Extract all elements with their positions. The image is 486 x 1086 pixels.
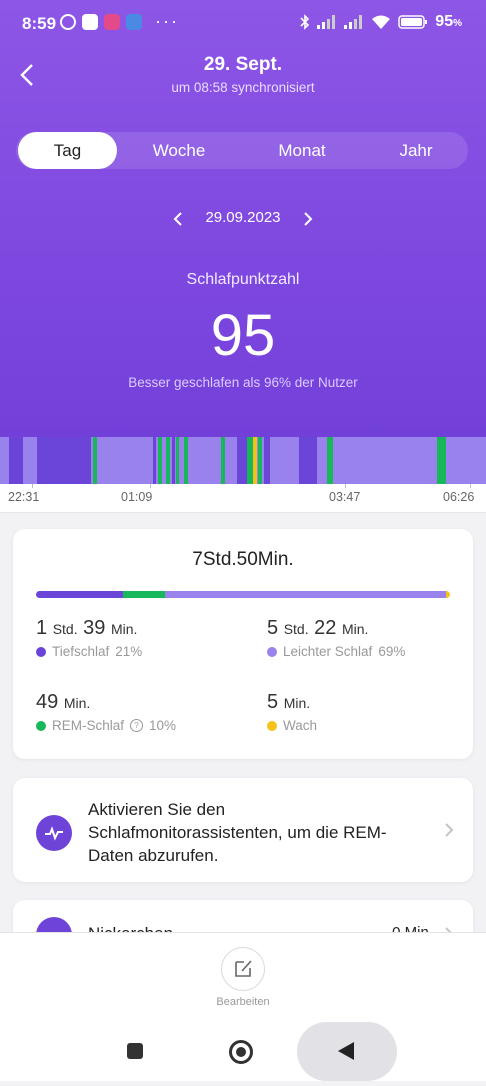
awake-stat: 5 Min. Wach	[267, 691, 318, 733]
edit-button[interactable]	[221, 947, 265, 991]
notification-icons	[60, 14, 142, 30]
sleep-assistant-card[interactable]: Aktivieren Sie den Schlafmonitorassisten…	[13, 778, 473, 882]
timeline-time-labels: 22:31 01:09 03:47 06:26	[0, 484, 486, 513]
awake-dot	[267, 720, 277, 731]
current-date: 29.09.2023	[205, 209, 281, 226]
calendar-icon	[126, 14, 142, 30]
timeline-label: 01:09	[121, 490, 153, 504]
next-day-icon[interactable]	[300, 210, 316, 228]
more-notifications-icon: ···	[155, 11, 179, 31]
recent-apps-button[interactable]	[127, 1043, 143, 1059]
status-time: 8:59	[22, 14, 57, 33]
light-sleep-stat: 5 Std. 22 Min. Leichter Schlaf 69%	[267, 617, 406, 659]
timeline-tick	[32, 484, 33, 488]
period-tabs: Tag Woche Monat Jahr	[16, 132, 468, 169]
status-right: 95%	[300, 13, 462, 31]
home-button[interactable]	[229, 1040, 253, 1064]
page-title: 29. Sept.	[203, 54, 283, 75]
score-comparison: Besser geschlafen als 96% der Nutzer	[128, 375, 358, 390]
bottom-bar: Bearbeiten	[0, 932, 486, 1081]
deep-sleep-dot	[36, 646, 46, 657]
drive-icon	[82, 14, 98, 30]
tab-tag[interactable]: Tag	[18, 132, 117, 169]
chevron-right-icon	[445, 823, 454, 837]
sleep-score: 95	[210, 303, 276, 368]
tab-woche[interactable]: Woche	[152, 141, 206, 160]
sleep-summary-card: 7Std.50Min. 1 Std. 39 Min. Tiefschlaf 21%…	[13, 529, 473, 759]
sleep-stage-timeline[interactable]	[0, 437, 486, 484]
timeline-tick	[150, 484, 151, 488]
tab-monat[interactable]: Monat	[278, 141, 326, 160]
pulse-icon	[36, 815, 72, 851]
back-arrow-icon[interactable]	[14, 60, 44, 90]
header: 8:59 ··· 95% 29. Sept. um 08:58 synchron…	[0, 0, 486, 437]
timeline-tick	[345, 484, 346, 488]
date-navigator: 29.09.2023	[0, 207, 486, 231]
back-button[interactable]	[297, 1022, 397, 1081]
rem-sleep-dot	[36, 720, 46, 731]
assistant-prompt-text: Aktivieren Sie den Schlafmonitorassisten…	[88, 800, 387, 865]
signal-icon	[317, 15, 336, 29]
total-sleep-duration: 7Std.50Min.	[192, 549, 294, 570]
help-icon[interactable]: ?	[130, 719, 144, 732]
rem-sleep-stat: 49 Min. REM-Schlaf? 10%	[36, 691, 177, 733]
timeline-tick	[470, 484, 471, 488]
edit-icon	[235, 960, 252, 977]
previous-day-icon[interactable]	[170, 210, 186, 228]
timeline-end-label: 06:26	[443, 490, 475, 504]
battery-icon	[398, 15, 428, 29]
score-label: Schlafpunktzahl	[186, 271, 300, 288]
wifi-icon	[372, 15, 391, 29]
back-triangle-icon	[338, 1042, 354, 1060]
timeline-label: 03:47	[329, 490, 361, 504]
light-sleep-dot	[267, 646, 277, 657]
app-icon	[104, 14, 120, 30]
alarm-icon	[60, 14, 76, 30]
timeline-start-label: 22:31	[8, 490, 40, 504]
sync-status: um 08:58 synchronisiert	[171, 80, 315, 95]
tab-jahr[interactable]: Jahr	[399, 141, 433, 160]
battery-percent: 95%	[435, 13, 462, 30]
edit-label: Bearbeiten	[216, 996, 270, 1008]
signal-icon	[344, 15, 363, 29]
deep-sleep-stat: 1 Std. 39 Min. Tiefschlaf 21%	[36, 617, 143, 659]
bluetooth-icon	[300, 14, 310, 30]
sleep-proportion-bar	[36, 591, 450, 598]
status-bar: 8:59 ··· 95%	[0, 0, 486, 46]
